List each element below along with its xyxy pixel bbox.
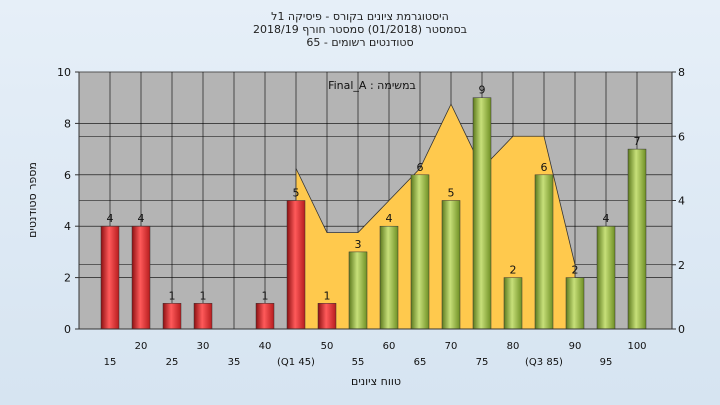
bar-label-25: 1	[169, 289, 176, 302]
chart-title-line-3: סטודנטים רשומים - 65	[306, 36, 414, 49]
bar-label-70: 5	[448, 187, 455, 200]
x-tick-label-20: 20	[135, 341, 148, 352]
bar-30	[193, 303, 213, 330]
x-tick-label-95: 95	[600, 357, 613, 368]
bar-labels: 4 4 1 1 1 5 1 3 4 6 5 9 2 6 2 4 7	[107, 84, 641, 303]
bar-15	[100, 225, 120, 330]
bar-100	[627, 148, 647, 330]
bar-label-55: 3	[355, 238, 362, 251]
y2-tick-label: 6	[678, 130, 685, 143]
y2-tick-label: 4	[678, 195, 685, 208]
bar-70	[441, 200, 461, 330]
chart-title-line-1: היסטוגרמת ציונים בקורס - פיסיקה 1ל	[271, 10, 449, 23]
bar-95	[596, 225, 616, 330]
chart-subtitle: במשימה : Final_A	[328, 79, 416, 92]
y-tick-label: 0	[64, 323, 71, 336]
x-tick-label-65: 65	[414, 357, 427, 368]
x-tick-label-45: (Q1 45)	[277, 357, 315, 368]
x-axis-label: טווח ציונים	[351, 375, 401, 388]
bar-label-45: 5	[293, 187, 300, 200]
bar-label-80: 2	[510, 264, 517, 277]
y-tick-label: 4	[64, 220, 71, 233]
x-tick-label-70: 70	[445, 341, 458, 352]
bar-label-65: 6	[417, 161, 424, 174]
y-tick-label: 6	[64, 169, 71, 182]
x-tick-label-30: 30	[197, 341, 210, 352]
bar-85	[534, 174, 554, 330]
chart-title-line-2: בסמסטר (01/2018) סמסטר חורף 2018/19	[253, 23, 467, 36]
x-tick-label-55: 55	[352, 357, 365, 368]
bar-label-15: 4	[107, 212, 114, 225]
bar-label-95: 4	[603, 212, 610, 225]
y-tick-label: 10	[57, 66, 71, 79]
bar-80	[503, 277, 523, 330]
bar-75	[472, 97, 492, 330]
x-tick-label-50: 50	[321, 341, 334, 352]
bar-50	[317, 303, 337, 330]
bar-60	[379, 225, 399, 330]
bar-45	[286, 200, 306, 330]
x-tick-label-25: 25	[166, 357, 179, 368]
bar-label-20: 4	[138, 212, 145, 225]
bar-label-100: 7	[634, 135, 641, 148]
x-tick-label-100: 100	[627, 341, 646, 352]
x-tick-label-35: 35	[228, 357, 241, 368]
x-tick-label-40: 40	[259, 341, 272, 352]
x-tick-label-90: 90	[569, 341, 582, 352]
x-tick-label-80: 80	[507, 341, 520, 352]
bar-40	[255, 303, 275, 330]
x-tick-label-60: 60	[383, 341, 396, 352]
y2-tick-label: 0	[678, 323, 685, 336]
bar-label-30: 1	[200, 289, 207, 302]
bars	[100, 97, 647, 330]
y2-tick-label: 8	[678, 66, 685, 79]
bar-20	[131, 225, 151, 330]
bar-label-90: 2	[572, 264, 579, 277]
bar-label-85: 6	[541, 161, 548, 174]
x-tick-label-75: 75	[476, 357, 489, 368]
y-tick-label: 8	[64, 117, 71, 130]
bar-55	[348, 251, 368, 330]
y-axis-label: מספר סטודנטים	[26, 162, 39, 238]
y2-tick-label: 2	[678, 259, 685, 272]
bar-90	[565, 277, 585, 330]
x-tick-label-15: 15	[104, 357, 117, 368]
bar-25	[162, 303, 182, 330]
bar-label-50: 1	[324, 289, 331, 302]
bar-label-75: 9	[479, 84, 486, 97]
bar-label-40: 1	[262, 289, 269, 302]
bar-65	[410, 174, 430, 330]
x-tick-label-85: (Q3 85)	[525, 357, 563, 368]
y-tick-label: 2	[64, 272, 71, 285]
bar-label-60: 4	[386, 212, 393, 225]
